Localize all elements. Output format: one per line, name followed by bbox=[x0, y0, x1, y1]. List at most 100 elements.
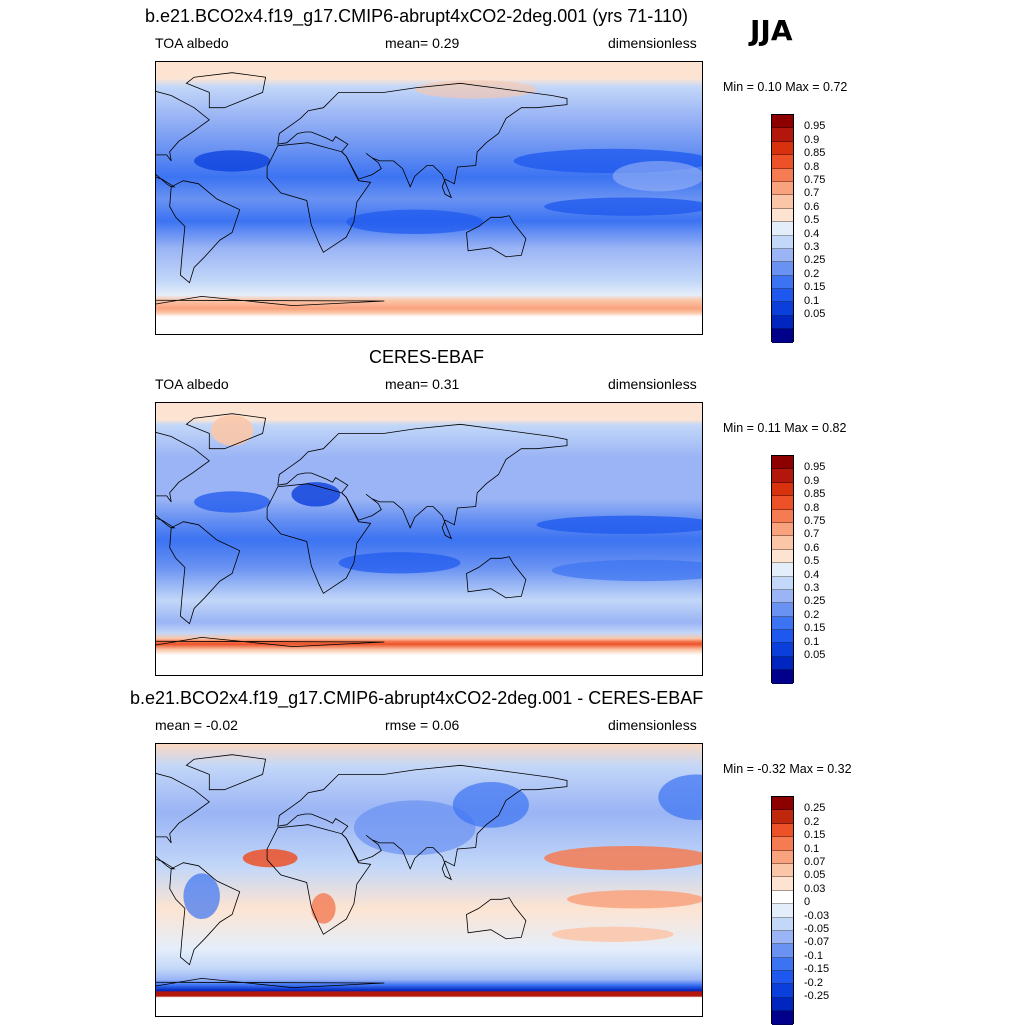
colorbar-tick-label: 0.95 bbox=[804, 461, 826, 474]
colorbar-tick-label: 0.85 bbox=[804, 488, 826, 501]
colorbar-swatch bbox=[772, 997, 793, 1012]
panel-2-units-label: dimensionless bbox=[608, 376, 697, 392]
panel-1-minmax: Min = 0.10 Max = 0.72 bbox=[723, 80, 848, 94]
colorbar-tick-label: 0.25 bbox=[804, 254, 826, 267]
colorbar-swatch bbox=[772, 128, 793, 142]
colorbar-swatch bbox=[772, 984, 793, 998]
colorbar-swatch bbox=[772, 302, 793, 316]
colorbar-tick-label: 0.75 bbox=[804, 515, 826, 527]
colorbar-swatch bbox=[772, 877, 793, 891]
colorbar-swatch bbox=[772, 482, 793, 497]
colorbar-tick-label: 0.7 bbox=[804, 187, 820, 200]
panel-1-title: b.e21.BCO2x4.f19_g17.CMIP6-abrupt4xCO2-2… bbox=[145, 6, 688, 26]
colorbar-swatch bbox=[772, 837, 793, 851]
colorbar-swatch bbox=[772, 670, 793, 684]
coastline bbox=[156, 295, 385, 307]
albedo-band bbox=[612, 160, 702, 192]
colorbar-tick-label: 0.2 bbox=[804, 608, 820, 621]
colorbar-swatch bbox=[772, 563, 793, 577]
colorbar-tick-label: 0.2 bbox=[804, 267, 820, 280]
albedo-low-band bbox=[551, 559, 702, 582]
colorbar-swatch bbox=[772, 289, 793, 303]
colorbar-tick-label: 0.25 bbox=[804, 802, 826, 815]
colorbar-swatch bbox=[772, 656, 793, 671]
panel-1-colorbar: 0.95 0.9 0.85 0.8 0.75 0.7 0.6 0.5 0.4 0.3 0.25 0.2… bbox=[771, 114, 831, 343]
map-field bbox=[156, 62, 702, 334]
panel-3-map bbox=[155, 743, 703, 1017]
coastline bbox=[466, 897, 527, 940]
panel-2-mean-label: mean= 0.31 bbox=[385, 376, 460, 392]
colorbar-swatch bbox=[772, 810, 793, 824]
colorbar-swatch bbox=[772, 522, 793, 537]
albedo-low-band bbox=[536, 515, 702, 534]
panel-2-variable-label: TOA albedo bbox=[155, 376, 229, 392]
colorbar-swatch bbox=[772, 195, 793, 209]
coastline bbox=[156, 91, 210, 188]
colorbar-tick-label: 0.4 bbox=[804, 568, 820, 581]
colorbar-swatches bbox=[771, 455, 794, 684]
colorbar-swatch bbox=[772, 971, 793, 985]
colorbar-swatch bbox=[772, 863, 793, 878]
albedo-low-band bbox=[338, 552, 461, 574]
colorbar-swatch bbox=[772, 536, 793, 550]
coastline bbox=[277, 82, 568, 199]
panel-2-map bbox=[155, 402, 703, 676]
coastline bbox=[277, 764, 568, 881]
panel-1-mean-label: mean= 0.29 bbox=[385, 35, 460, 51]
coastline bbox=[185, 72, 267, 109]
colorbar-swatch bbox=[772, 115, 793, 129]
colorbar-tick-label: 0.05 bbox=[804, 869, 826, 882]
colorbar-tick-label: 0.7 bbox=[804, 528, 820, 541]
panel-3-colorbar: 0.25 0.2 0.15 0.1 0.07 0.05 0.03 0 -0.03 -0.05 -0.… bbox=[771, 796, 831, 1025]
colorbar-tick-label: 0.8 bbox=[804, 501, 820, 514]
colorbar-tick-label: 0 bbox=[804, 896, 811, 909]
colorbar-tick-label: 0.5 bbox=[804, 555, 820, 568]
panel-3-minmax: Min = -0.32 Max = 0.32 bbox=[723, 762, 852, 776]
colorbar-tick-label: 0.1 bbox=[804, 294, 820, 307]
colorbar-swatch bbox=[772, 1011, 793, 1025]
anomaly-blob bbox=[658, 774, 702, 821]
colorbar-swatch bbox=[772, 589, 793, 604]
field-background bbox=[156, 403, 702, 675]
coastline bbox=[466, 215, 527, 258]
colorbar-swatch bbox=[772, 930, 793, 945]
colorbar-tick-label: -0.1 bbox=[804, 949, 823, 962]
colorbar-tick-label: 0.07 bbox=[804, 856, 826, 868]
map-field bbox=[156, 744, 702, 1016]
colorbar-swatch bbox=[772, 141, 793, 156]
colorbar-tick-label: 0.1 bbox=[804, 635, 820, 648]
anomaly-blob bbox=[353, 800, 476, 856]
colorbar-swatch bbox=[772, 944, 793, 958]
anomaly-blob bbox=[242, 849, 298, 868]
colorbar-tick-label: 0.4 bbox=[804, 227, 820, 240]
coastline bbox=[466, 556, 527, 599]
panel-2-title: CERES-EBAF bbox=[369, 347, 485, 367]
colorbar-swatch bbox=[772, 850, 793, 864]
colorbar-swatches bbox=[771, 114, 794, 343]
anomaly-blob bbox=[311, 893, 336, 924]
anomaly-blob bbox=[551, 926, 674, 942]
coastline bbox=[277, 423, 568, 540]
colorbar-swatches bbox=[771, 796, 794, 1025]
colorbar-tick-label: 0.15 bbox=[804, 281, 826, 294]
colorbar-tick-label: 0.6 bbox=[804, 200, 820, 213]
colorbar-swatch bbox=[772, 208, 793, 223]
coastline bbox=[169, 862, 241, 966]
colorbar-tick-label: 0.5 bbox=[804, 214, 820, 227]
colorbar-tick-label: 0.9 bbox=[804, 133, 820, 146]
panel-2-colorbar: 0.95 0.9 0.85 0.8 0.75 0.7 0.6 0.5 0.4 0.3 0.25 0.2… bbox=[771, 455, 831, 684]
colorbar-swatch bbox=[772, 456, 793, 470]
colorbar-swatch bbox=[772, 603, 793, 617]
colorbar-swatch bbox=[772, 469, 793, 483]
panel-2-minmax: Min = 0.11 Max = 0.82 bbox=[723, 421, 847, 435]
colorbar-swatch bbox=[772, 643, 793, 657]
anomaly-blob bbox=[183, 873, 220, 920]
colorbar-swatch bbox=[772, 168, 793, 182]
colorbar-swatch bbox=[772, 262, 793, 276]
colorbar-swatch bbox=[772, 329, 793, 343]
colorbar-tick-label: 0.9 bbox=[804, 474, 820, 487]
panel-1-map bbox=[155, 61, 703, 335]
colorbar-swatch bbox=[772, 890, 793, 905]
colorbar-swatch bbox=[772, 616, 793, 631]
colorbar-swatch bbox=[772, 576, 793, 590]
